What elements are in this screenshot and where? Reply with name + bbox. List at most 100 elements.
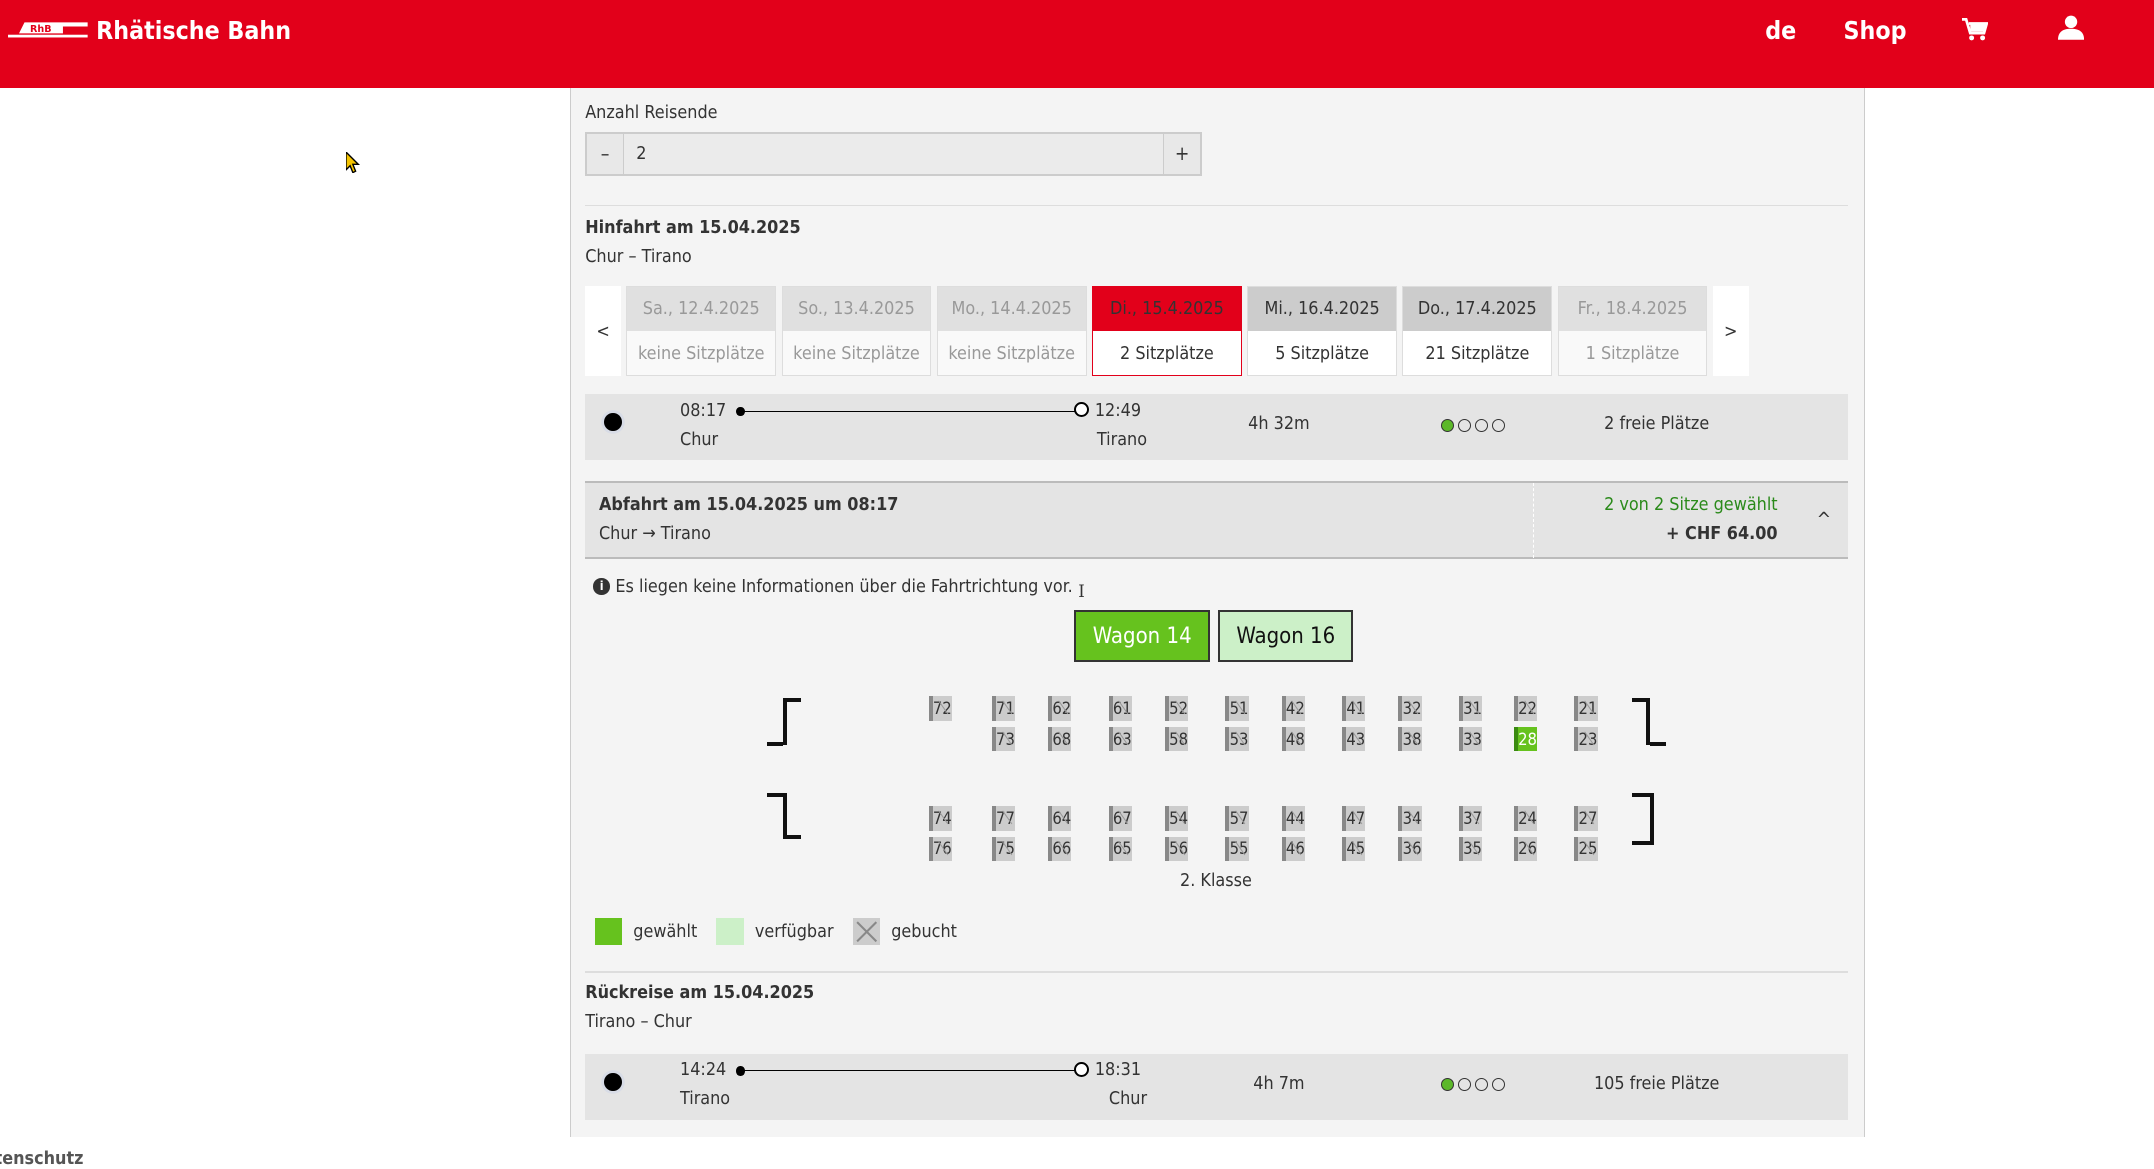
occupancy-dot <box>1492 1078 1506 1092</box>
seat-legend: gewählt verfügbar gebucht <box>594 917 957 946</box>
seat-booked: 61 <box>1108 696 1132 722</box>
seat-chosen[interactable]: 28 <box>1513 726 1538 752</box>
seat-booked: 37 <box>1458 806 1483 832</box>
occupancy-dot <box>1441 418 1454 432</box>
seat-booked: 73 <box>991 726 1016 752</box>
rhb-logo-icon: RhB <box>8 22 88 38</box>
return-title: Rückreise am 15.04.2025 <box>585 982 815 1004</box>
free-seats: 2 freie Plätze <box>1604 413 1710 435</box>
direction-info-text: Es liegen keine Informationen über die F… <box>615 575 1073 597</box>
divider <box>585 204 1848 207</box>
date-tab-date: Do., 17.4.2025 <box>1403 286 1552 331</box>
date-tab-date: Sa., 12.4.2025 <box>627 286 776 331</box>
seat-booked: 77 <box>991 806 1016 832</box>
arrival-station: Chur <box>1108 1087 1148 1109</box>
seat-booked: 65 <box>1108 836 1132 862</box>
connection-row-outbound[interactable]: 08:17 Chur 12:49 Tirano 4h 32m 2 freie P… <box>585 394 1848 461</box>
seat-booked: 33 <box>1458 726 1483 752</box>
date-tab[interactable]: So., 13.4.2025 keine Sitzplätze <box>781 285 932 377</box>
travellers-input[interactable]: 2 <box>622 133 1165 174</box>
date-tab[interactable]: Fr., 18.4.2025 1 Sitzplätze <box>1557 285 1708 377</box>
seat-booked: 36 <box>1398 836 1422 862</box>
date-selector: < Sa., 12.4.2025 keine Sitzplätze So., 13.… <box>585 285 1749 377</box>
duration: 4h 7m <box>1253 1072 1305 1094</box>
departure-dot-icon <box>736 406 745 417</box>
booking-panel <box>570 87 1865 1138</box>
seat-booked: 46 <box>1281 836 1306 862</box>
date-tab[interactable]: Mi., 16.4.2025 5 Sitzplätze <box>1247 285 1397 377</box>
decrement-button[interactable]: – <box>600 142 610 166</box>
top-bar: RhB Rhätische Bahn de Shop <box>0 0 2154 88</box>
seat-booked: 58 <box>1164 726 1189 752</box>
date-tab-seats: keine Sitzplätze <box>627 330 776 376</box>
wagon-14-button[interactable]: Wagon 14 <box>1074 609 1211 663</box>
connection-radio[interactable] <box>604 1072 623 1091</box>
date-tab-date: Mo., 14.4.2025 <box>937 286 1086 331</box>
chosen-swatch <box>594 917 623 946</box>
departure-title: Abfahrt am 15.04.2025 um 08:17 <box>598 493 899 515</box>
date-tab-seats: 2 Sitzplätze <box>1093 330 1241 376</box>
wagon-end-bracket <box>783 792 801 840</box>
seat-booked: 53 <box>1225 726 1249 752</box>
text-cursor-icon: I <box>1078 582 1085 602</box>
user-icon[interactable] <box>2057 15 2084 40</box>
seat-booked: 48 <box>1281 726 1306 752</box>
seat-booked: 25 <box>1574 836 1598 862</box>
legend-available-label: verfügbar <box>754 920 834 942</box>
occupancy-dot <box>1458 1078 1472 1092</box>
language-switch[interactable]: de <box>1765 16 1797 46</box>
journey-details-header[interactable]: Abfahrt am 15.04.2025 um 08:17 Chur → Ti… <box>585 480 1848 560</box>
wagon-end-bracket <box>1631 840 1650 845</box>
connection-radio[interactable] <box>604 413 623 432</box>
date-tab[interactable]: Sa., 12.4.2025 keine Sitzplätze <box>626 285 777 377</box>
date-tab-date: Fr., 18.4.2025 <box>1558 286 1707 331</box>
footer-privacy-link[interactable]: tenschutz <box>0 1148 84 1169</box>
departure-route: Chur → Tirano <box>598 522 711 544</box>
legend-chosen-label: gewählt <box>633 920 698 942</box>
free-seats: 105 freie Plätze <box>1593 1072 1720 1094</box>
wagon-end-bracket <box>1649 792 1654 845</box>
seat-booked: 57 <box>1225 806 1249 832</box>
next-dates-button[interactable]: > <box>1712 285 1749 377</box>
seat-booked: 23 <box>1574 726 1598 752</box>
legend-chosen: gewählt <box>594 917 698 946</box>
collapse-chevron-icon[interactable]: ^ <box>1816 507 1832 531</box>
date-tab[interactable]: Di., 15.4.2025 2 Sitzplätze <box>1092 285 1242 377</box>
seat-booked: 52 <box>1164 696 1189 722</box>
departure-station: Tirano <box>679 1087 731 1109</box>
price: + CHF 64.00 <box>1666 522 1778 544</box>
date-tab[interactable]: Do., 17.4.2025 21 Sitzplätze <box>1402 285 1553 377</box>
departure-station: Chur <box>679 428 719 450</box>
date-tab-date: So., 13.4.2025 <box>782 286 931 331</box>
wagon-16-button[interactable]: Wagon 16 <box>1218 609 1354 663</box>
duration: 4h 32m <box>1248 413 1310 435</box>
seat-booked: 21 <box>1574 696 1598 722</box>
seat-booked: 55 <box>1225 836 1249 862</box>
arrival-station: Tirano <box>1096 428 1148 450</box>
shop-link[interactable]: Shop <box>1843 16 1907 46</box>
divider <box>1533 482 1534 559</box>
seat-booked: 34 <box>1398 806 1422 832</box>
previous-dates-button[interactable]: < <box>585 285 621 377</box>
connection-row-return[interactable]: 14:24 Tirano 18:31 Chur 4h 7m 105 freie … <box>585 1053 1848 1120</box>
legend-booked-label: gebucht <box>891 920 957 942</box>
seats-selected-status: 2 von 2 Sitze gewählt <box>1604 493 1778 515</box>
increment-button[interactable]: + <box>1174 142 1190 166</box>
seat-booked: 62 <box>1048 696 1072 722</box>
seat-booked: 54 <box>1164 806 1189 832</box>
wagon-end-bracket <box>766 741 784 746</box>
seat-booked: 76 <box>928 836 952 862</box>
logo[interactable]: RhB Rhätische Bahn <box>8 16 291 45</box>
seat-booked: 38 <box>1398 726 1422 752</box>
date-tab[interactable]: Mo., 14.4.2025 keine Sitzplätze <box>936 285 1087 377</box>
travellers-stepper[interactable]: – 2 + <box>585 131 1202 176</box>
wagon-end-bracket <box>783 697 801 745</box>
occupancy-dot <box>1475 418 1489 432</box>
cart-icon[interactable] <box>1961 17 1988 41</box>
legend-available: verfügbar <box>716 917 834 946</box>
arrival-target-icon <box>1074 402 1090 418</box>
date-tab-seats: keine Sitzplätze <box>782 330 931 376</box>
info-icon: i <box>593 578 610 595</box>
seat-booked: 44 <box>1281 806 1306 832</box>
wagon-end-bracket <box>766 792 784 797</box>
